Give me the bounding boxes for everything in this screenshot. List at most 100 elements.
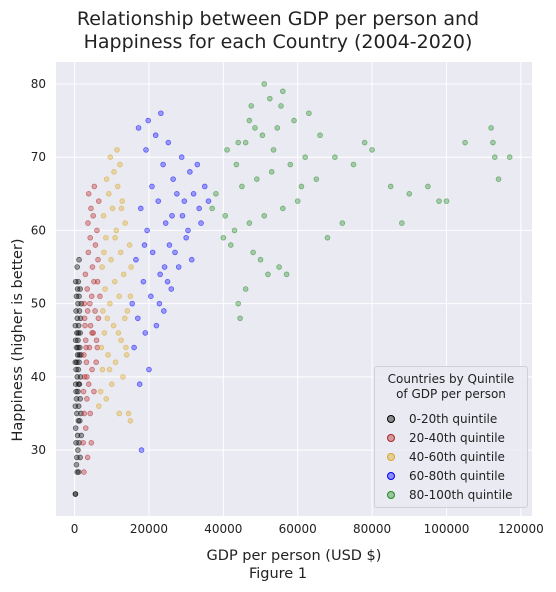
data-point <box>82 425 89 431</box>
data-point <box>105 352 111 358</box>
data-point <box>119 198 125 204</box>
y-tick-label: 50 <box>31 297 46 311</box>
data-point <box>196 205 202 212</box>
data-point <box>75 366 82 373</box>
data-point <box>80 439 86 446</box>
data-point <box>222 212 229 219</box>
data-point <box>87 322 94 329</box>
data-point <box>235 300 242 307</box>
data-point <box>95 256 101 263</box>
data-point <box>209 205 215 212</box>
data-point <box>116 293 123 300</box>
data-point <box>332 154 338 160</box>
data-point <box>110 322 117 329</box>
data-point <box>387 183 394 190</box>
data-point <box>135 315 141 322</box>
data-point <box>92 242 99 248</box>
data-point <box>294 198 301 204</box>
data-point <box>100 212 107 219</box>
data-point <box>72 491 79 497</box>
data-point <box>201 183 208 190</box>
data-point <box>506 154 513 160</box>
data-point <box>94 227 100 234</box>
data-point <box>185 227 191 234</box>
data-point <box>317 132 323 139</box>
data-point <box>75 337 81 344</box>
legend-title-line1: Countries by Quintile <box>387 372 515 386</box>
y-tick-label: 70 <box>31 150 46 164</box>
data-point <box>261 212 268 219</box>
data-point <box>190 191 197 197</box>
chart-title: Relationship between GDP per person and … <box>0 8 556 54</box>
data-point <box>75 418 82 424</box>
data-point <box>120 271 127 278</box>
data-point <box>72 425 79 431</box>
data-point <box>81 352 87 358</box>
data-point <box>120 374 126 380</box>
data-point <box>81 469 87 475</box>
data-point <box>276 264 282 270</box>
data-point <box>146 366 152 373</box>
legend-title-line2: of GDP per person <box>396 387 506 401</box>
data-point <box>148 293 154 300</box>
data-point <box>156 300 163 307</box>
legend-item: 80-100th quintile <box>387 487 513 503</box>
data-point <box>246 117 253 124</box>
data-point <box>278 103 284 109</box>
data-point <box>87 410 94 417</box>
data-point <box>89 366 95 373</box>
data-point <box>87 300 93 307</box>
data-point <box>178 154 185 160</box>
data-point <box>257 256 264 263</box>
data-point <box>133 256 139 263</box>
data-point <box>90 212 96 219</box>
data-point <box>123 344 129 351</box>
data-point <box>75 403 82 409</box>
data-point <box>94 278 101 285</box>
data-point <box>117 161 123 168</box>
data-point <box>126 242 133 248</box>
legend-marker-icon <box>387 453 395 461</box>
data-point <box>142 330 149 336</box>
data-point <box>78 432 85 439</box>
data-point <box>128 264 134 270</box>
data-point <box>121 315 128 322</box>
data-point <box>145 117 152 124</box>
data-point <box>74 264 80 270</box>
legend-label: 60-80th quintile <box>409 469 505 483</box>
y-tick-label: 60 <box>31 223 46 237</box>
y-tick-label: 30 <box>31 443 46 457</box>
data-point <box>268 169 275 175</box>
data-point <box>280 88 286 95</box>
data-point <box>213 191 219 197</box>
data-point <box>324 234 331 241</box>
data-point <box>283 271 290 278</box>
data-point <box>220 234 227 241</box>
data-point <box>75 469 82 475</box>
data-point <box>91 388 97 395</box>
data-point <box>85 381 92 387</box>
data-point <box>205 198 212 204</box>
data-point <box>250 249 256 256</box>
data-point <box>237 315 243 322</box>
legend: Countries by Quintile of GDP per person … <box>374 366 528 508</box>
legend-item: 60-80th quintile <box>387 468 505 484</box>
data-point <box>280 205 286 212</box>
data-point <box>85 249 92 256</box>
data-point <box>160 161 166 168</box>
legend-label: 80-100th quintile <box>409 488 513 502</box>
data-point <box>161 264 168 270</box>
data-point <box>495 176 502 182</box>
data-point <box>84 374 90 380</box>
data-point <box>94 344 101 351</box>
data-point <box>77 454 83 461</box>
data-point <box>144 227 150 234</box>
data-point <box>76 439 82 446</box>
data-point <box>75 381 82 387</box>
data-point <box>235 139 242 146</box>
data-point <box>74 469 80 475</box>
data-point <box>85 191 92 197</box>
data-point <box>74 410 80 417</box>
data-point <box>76 308 83 314</box>
data-point <box>129 300 136 307</box>
